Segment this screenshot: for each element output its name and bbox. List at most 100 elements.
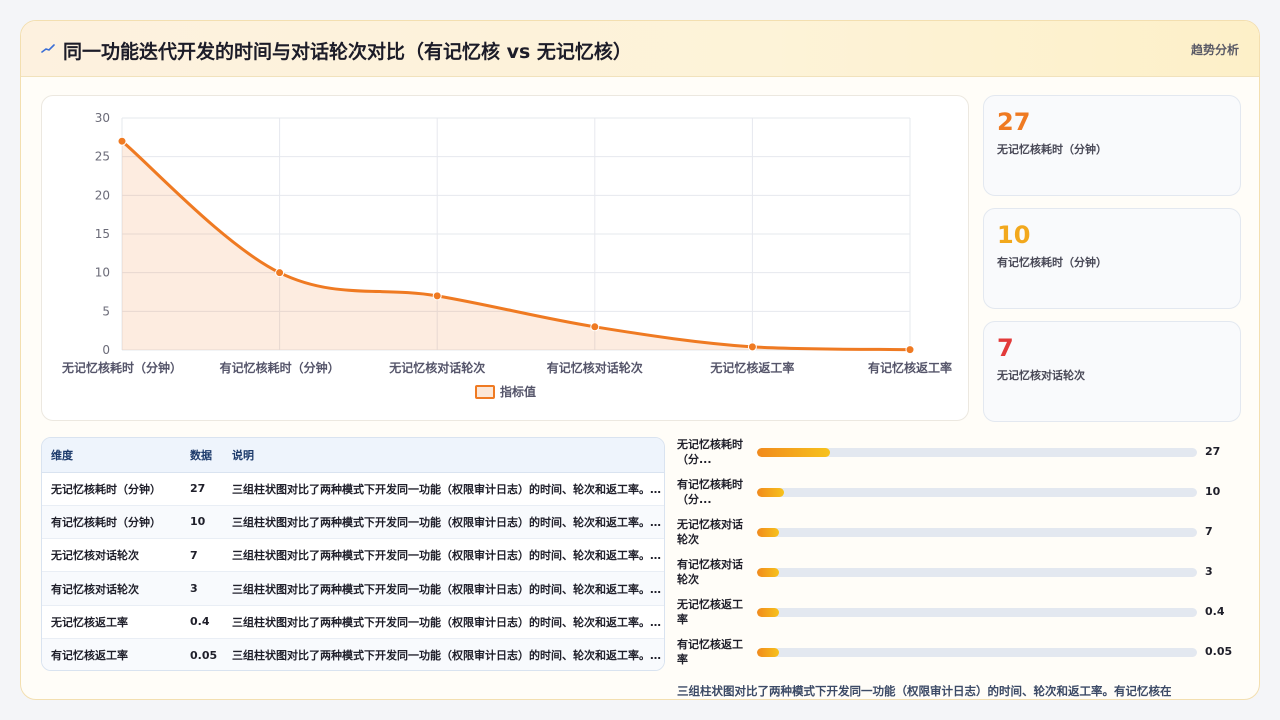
x-tick-label: 无记忆核对话轮次 <box>388 360 485 375</box>
x-tick-label: 有记忆核耗时（分钟） <box>220 360 340 375</box>
stat-value: 27 <box>997 108 1031 136</box>
cell-dimension: 无记忆核耗时（分钟） <box>42 472 181 506</box>
bar-track <box>757 608 1197 617</box>
stat-card-1: 27 无记忆核耗时（分钟） <box>983 95 1241 196</box>
bar-fill <box>757 608 779 617</box>
bar-row: 有记忆核对话轮次 3 <box>677 557 1247 597</box>
table-row: 有记忆核对话轮次 3 三组柱状图对比了两种模式下开发同一功能（权限审计日志）的时… <box>42 571 664 606</box>
cell-data: 3 <box>181 571 223 606</box>
bar-track <box>757 528 1197 537</box>
data-table: 维度 数据 说明 无记忆核耗时（分钟） 27 三组柱状图对比了两种模式下开发同一… <box>42 438 664 670</box>
cell-dimension: 有记忆核返工率 <box>42 638 181 670</box>
cell-description: 三组柱状图对比了两种模式下开发同一功能（权限审计日志）的时间、轮次和返工率。有记… <box>223 571 664 606</box>
cell-description: 三组柱状图对比了两种模式下开发同一功能（权限审计日志）的时间、轮次和返工率。有记… <box>223 505 664 540</box>
bar-value: 3 <box>1205 565 1213 578</box>
series-line <box>121 140 911 352</box>
bar-value: 7 <box>1205 525 1213 538</box>
bar-label: 无记忆核对话轮次 <box>677 518 743 546</box>
cell-dimension: 有记忆核耗时（分钟） <box>42 505 181 540</box>
stat-label: 有记忆核耗时（分钟） <box>997 256 1107 269</box>
data-point <box>432 291 442 301</box>
bar-track <box>757 568 1197 577</box>
bar-value: 27 <box>1205 445 1221 458</box>
data-table-panel: 维度 数据 说明 无记忆核耗时（分钟） 27 三组柱状图对比了两种模式下开发同一… <box>41 437 665 671</box>
stat-card-2: 10 有记忆核耗时（分钟） <box>983 208 1241 309</box>
cell-dimension: 有记忆核对话轮次 <box>42 571 181 606</box>
data-point <box>275 268 285 278</box>
x-tick-label: 无记忆核返工率 <box>709 360 794 375</box>
bar-track <box>757 448 1197 457</box>
page-title: 同一功能迭代开发的时间与对话轮次对比（有记忆核 vs 无记忆核） <box>63 41 632 63</box>
table-row: 有记忆核返工率 0.05 三组柱状图对比了两种模式下开发同一功能（权限审计日志）… <box>42 638 664 670</box>
data-point <box>117 136 127 146</box>
series-area <box>122 141 910 350</box>
progress-bars: 无记忆核耗时（分... 27 有记忆核耗时（分... 10 无记忆核对话轮次 7… <box>677 437 1247 677</box>
y-tick-label: 5 <box>102 304 110 318</box>
bar-label: 有记忆核返工率 <box>677 638 743 666</box>
bar-fill <box>757 488 784 497</box>
cell-data: 0.4 <box>181 605 223 639</box>
col-header-description: 说明 <box>223 438 664 473</box>
bar-value: 10 <box>1205 485 1221 498</box>
bar-fill <box>757 528 779 537</box>
cell-data: 10 <box>181 505 223 540</box>
y-tick-label: 30 <box>95 111 110 125</box>
bar-label: 无记忆核返工率 <box>677 598 743 626</box>
table-row: 有记忆核耗时（分钟） 10 三组柱状图对比了两种模式下开发同一功能（权限审计日志… <box>42 505 664 540</box>
bar-row: 无记忆核对话轮次 7 <box>677 517 1247 557</box>
stat-label: 无记忆核耗时（分钟） <box>997 143 1107 156</box>
cell-description: 三组柱状图对比了两种模式下开发同一功能（权限审计日志）的时间、轮次和返工率。有记… <box>223 472 664 506</box>
bar-track <box>757 488 1197 497</box>
col-header-data: 数据 <box>181 438 223 473</box>
y-tick-label: 15 <box>95 227 110 241</box>
y-tick-label: 20 <box>95 188 110 202</box>
bar-row: 有记忆核耗时（分... 10 <box>677 477 1247 517</box>
trend-line-icon <box>41 39 57 59</box>
stat-value: 7 <box>997 334 1014 362</box>
y-tick-label: 10 <box>95 266 110 280</box>
cell-description: 三组柱状图对比了两种模式下开发同一功能（权限审计日志）的时间、轮次和返工率。有记… <box>223 638 664 670</box>
data-point <box>905 345 915 355</box>
summary-note: 三组柱状图对比了两种模式下开发同一功能（权限审计日志）的时间、轮次和返工率。有记… <box>677 684 1172 698</box>
cell-description: 三组柱状图对比了两种模式下开发同一功能（权限审计日志）的时间、轮次和返工率。有记… <box>223 538 664 573</box>
bar-fill <box>757 568 779 577</box>
x-tick-label: 有记忆核返工率 <box>868 360 952 375</box>
y-tick-label: 0 <box>102 343 110 357</box>
table-header-row: 维度 数据 说明 <box>42 438 664 473</box>
cell-data: 0.05 <box>181 638 223 670</box>
stat-card-3: 7 无记忆核对话轮次 <box>983 321 1241 422</box>
table-row: 无记忆核耗时（分钟） 27 三组柱状图对比了两种模式下开发同一功能（权限审计日志… <box>42 472 664 506</box>
dashboard-card: 同一功能迭代开发的时间与对话轮次对比（有记忆核 vs 无记忆核） 趋势分析 0 5… <box>20 20 1260 700</box>
bar-row: 无记忆核耗时（分... 27 <box>677 437 1247 477</box>
bar-value: 0.05 <box>1205 645 1233 658</box>
bar-value: 0.4 <box>1205 605 1225 618</box>
x-tick-label: 有记忆核对话轮次 <box>547 360 643 375</box>
legend-label: 指标值 <box>500 384 536 399</box>
col-header-dimension: 维度 <box>42 438 181 473</box>
bar-label: 有记忆核耗时（分... <box>677 478 743 506</box>
analysis-tag: 趋势分析 <box>1190 43 1239 57</box>
cell-data: 27 <box>181 472 223 506</box>
bar-fill <box>757 448 830 457</box>
bar-fill <box>757 648 779 657</box>
cell-dimension: 无记忆核对话轮次 <box>42 538 181 573</box>
y-tick-label: 25 <box>95 150 110 164</box>
bar-label: 无记忆核耗时（分... <box>677 438 743 466</box>
bar-row: 有记忆核返工率 0.05 <box>677 637 1247 677</box>
bar-label: 有记忆核对话轮次 <box>677 558 743 586</box>
cell-data: 7 <box>181 538 223 573</box>
data-point <box>747 342 757 352</box>
x-tick-label: 无记忆核耗时（分钟） <box>61 360 182 375</box>
stat-value: 10 <box>997 221 1031 249</box>
line-chart: 0 5 10 15 20 25 30 无记忆核耗时（分钟） 有记忆核耗时（分钟） 无记忆核对话轮次… <box>61 111 952 399</box>
table-row: 无记忆核对话轮次 7 三组柱状图对比了两种模式下开发同一功能（权限审计日志）的时… <box>42 538 664 573</box>
line-chart-panel: 0 5 10 15 20 25 30 无记忆核耗时（分钟） 有记忆核耗时（分钟） 无记忆核对话轮次… <box>41 95 969 421</box>
table-row: 无记忆核返工率 0.4 三组柱状图对比了两种模式下开发同一功能（权限审计日志）的… <box>42 605 664 639</box>
cell-description: 三组柱状图对比了两种模式下开发同一功能（权限审计日志）的时间、轮次和返工率。有记… <box>223 605 664 639</box>
bar-track <box>757 648 1197 657</box>
bar-row: 无记忆核返工率 0.4 <box>677 597 1247 637</box>
cell-dimension: 无记忆核返工率 <box>42 605 181 639</box>
legend-swatch <box>475 385 495 399</box>
stat-label: 无记忆核对话轮次 <box>997 369 1085 382</box>
header: 同一功能迭代开发的时间与对话轮次对比（有记忆核 vs 无记忆核） 趋势分析 <box>21 21 1259 77</box>
